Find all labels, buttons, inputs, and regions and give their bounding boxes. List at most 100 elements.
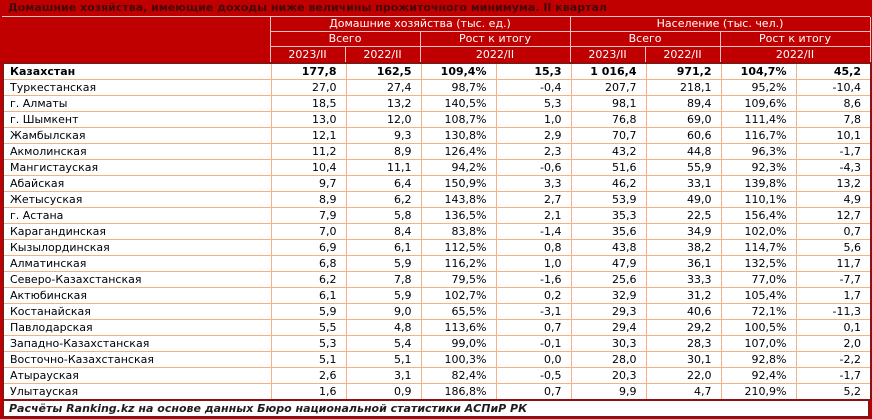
value-cell: 82,4% <box>420 367 497 384</box>
value-cell: 130,8% <box>420 127 497 144</box>
value-cell: 60,6 <box>645 127 722 144</box>
table-row: Жетысуская 8,9 6,2 143,8% 2,7 53,9 49,0 110,1% 4… <box>2 191 872 208</box>
value-cell: 28,3 <box>645 335 722 352</box>
value-cell: 0,2 <box>495 287 572 304</box>
value-cell: 29,2 <box>645 319 722 336</box>
value-cell: 105,4% <box>720 287 797 304</box>
value-cell: 5,3 <box>495 95 572 112</box>
value-cell: 8,4 <box>345 223 422 240</box>
table-row: Акмолинская 11,2 8,9 126,4% 2,3 43,2 44,8 96,3%… <box>2 143 872 160</box>
data-table: Казахстан 177,8 162,5 109,4% 15,3 1 016,4 971,… <box>2 62 872 401</box>
value-cell: 2,3 <box>495 143 572 160</box>
value-cell: 5,2 <box>795 383 872 401</box>
value-cell: 22,5 <box>645 207 722 224</box>
value-cell: 32,9 <box>570 287 647 304</box>
value-cell: 5,9 <box>345 255 422 272</box>
value-cell: 186,8% <box>420 383 497 401</box>
value-cell: 72,1% <box>720 303 797 320</box>
region-cell: г. Астана <box>2 207 272 224</box>
value-cell: 4,7 <box>645 383 722 401</box>
value-cell: 3,1 <box>345 367 422 384</box>
value-cell: 0,1 <box>795 319 872 336</box>
value-cell: 18,5 <box>270 95 347 112</box>
table-row: Западно-Казахстанская 5,3 5,4 99,0% -0,1 30,3… <box>2 335 872 352</box>
region-cell: Атырауская <box>2 367 272 384</box>
value-cell: 33,3 <box>645 271 722 288</box>
value-cell: 11,1 <box>345 159 422 176</box>
value-cell: 139,8% <box>720 175 797 192</box>
value-cell: 177,8 <box>270 62 347 80</box>
value-cell: 8,9 <box>345 143 422 160</box>
value-cell: 15,3 <box>495 62 572 80</box>
value-cell: 10,1 <box>795 127 872 144</box>
header-row-subgroups: Всего Рост к итогу Всего Рост к итогу <box>2 31 871 47</box>
value-cell: -10,4 <box>795 79 872 96</box>
value-cell: 9,3 <box>345 127 422 144</box>
value-cell: 143,8% <box>420 191 497 208</box>
table-row: Павлодарская 5,5 4,8 113,6% 0,7 29,4 29,2 100,5… <box>2 319 872 336</box>
value-cell: 65,5% <box>420 303 497 320</box>
value-cell: 2,7 <box>495 191 572 208</box>
region-cell: Карагандинская <box>2 223 272 240</box>
region-cell: г. Алматы <box>2 95 272 112</box>
table-row: Алматинская 6,8 5,9 116,2% 1,0 47,9 36,1 132,5%… <box>2 255 872 272</box>
value-cell: 55,9 <box>645 159 722 176</box>
source-note: Расчёты Ranking.kz на основе данных Бюро… <box>2 401 870 418</box>
value-cell: 2,0 <box>795 335 872 352</box>
value-cell: 5,9 <box>270 303 347 320</box>
region-cell: Казахстан <box>2 62 272 80</box>
report-title: Домашние хозяйства, имеющие доходы ниже … <box>2 0 870 17</box>
value-cell: 7,9 <box>270 207 347 224</box>
value-cell: 43,2 <box>570 143 647 160</box>
value-cell: 207,7 <box>570 79 647 96</box>
value-cell: 46,2 <box>570 175 647 192</box>
period-header: 2022/II <box>419 46 571 62</box>
value-cell: 89,4 <box>645 95 722 112</box>
value-cell: 98,1 <box>570 95 647 112</box>
value-cell: 100,3% <box>420 351 497 368</box>
value-cell: 6,1 <box>270 287 347 304</box>
table-row: г. Алматы 18,5 13,2 140,5% 5,3 98,1 89,4 109,6%… <box>2 95 872 112</box>
value-cell: 92,8% <box>720 351 797 368</box>
value-cell: 0,0 <box>495 351 572 368</box>
value-cell: 9,9 <box>570 383 647 401</box>
value-cell: 12,0 <box>345 111 422 128</box>
subheader-households-total: Всего <box>269 31 421 47</box>
value-cell: 111,4% <box>720 111 797 128</box>
value-cell: 76,8 <box>570 111 647 128</box>
value-cell: 3,3 <box>495 175 572 192</box>
period-header: 2022/II <box>644 46 721 62</box>
value-cell: 5,9 <box>345 287 422 304</box>
value-cell: 29,4 <box>570 319 647 336</box>
value-cell: 43,8 <box>570 239 647 256</box>
value-cell: 12,7 <box>795 207 872 224</box>
value-cell: 107,0% <box>720 335 797 352</box>
value-cell: 13,2 <box>795 175 872 192</box>
value-cell: 6,2 <box>345 191 422 208</box>
table-row: г. Шымкент 13,0 12,0 108,7% 1,0 76,8 69,0 111,4… <box>2 111 872 128</box>
value-cell: 7,8 <box>345 271 422 288</box>
value-cell: 112,5% <box>420 239 497 256</box>
value-cell: -0,4 <box>495 79 572 96</box>
value-cell: 51,6 <box>570 159 647 176</box>
value-cell: 27,4 <box>345 79 422 96</box>
value-cell: 1,0 <box>495 255 572 272</box>
value-cell: 5,3 <box>270 335 347 352</box>
table-row: Абайская 9,7 6,4 150,9% 3,3 46,2 33,1 139,8% 13,… <box>2 175 872 192</box>
region-cell: Алматинская <box>2 255 272 272</box>
value-cell: 210,9% <box>720 383 797 401</box>
value-cell: 22,0 <box>645 367 722 384</box>
value-cell: 25,6 <box>570 271 647 288</box>
value-cell: 9,7 <box>270 175 347 192</box>
value-cell: 30,3 <box>570 335 647 352</box>
value-cell: 5,5 <box>270 319 347 336</box>
region-cell: Восточно-Казахстанская <box>2 351 272 368</box>
value-cell: 92,3% <box>720 159 797 176</box>
value-cell: -1,4 <box>495 223 572 240</box>
value-cell: 1,0 <box>495 111 572 128</box>
value-cell: 11,2 <box>270 143 347 160</box>
value-cell: 33,1 <box>645 175 722 192</box>
subheader-population-growth: Рост к итогу <box>719 31 871 47</box>
value-cell: -0,5 <box>495 367 572 384</box>
region-cell: Туркестанская <box>2 79 272 96</box>
